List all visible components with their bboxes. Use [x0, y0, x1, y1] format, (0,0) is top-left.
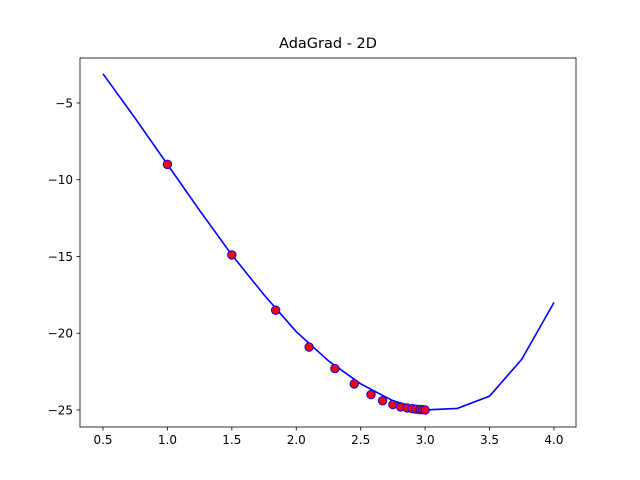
point [330, 363, 340, 374]
x-tick-label: 2.0 [287, 433, 306, 447]
chart-title: AdaGrad - 2D [279, 36, 377, 52]
point [304, 342, 314, 352]
x-tick-label: 2.5 [351, 433, 370, 447]
y-tick-label: −25 [48, 403, 73, 417]
y-tick-label: −5 [55, 96, 73, 110]
point [349, 379, 359, 389]
point [377, 396, 388, 406]
point [388, 399, 398, 410]
x-tick-label: 3.0 [416, 433, 435, 447]
point [227, 250, 237, 260]
point [366, 389, 376, 400]
curve [102, 73, 555, 411]
x-tick-label: 4.0 [544, 433, 563, 447]
plot-frame [79, 57, 577, 428]
y-tick-label: −20 [48, 327, 73, 341]
point [270, 305, 281, 315]
x-tick-label: 3.5 [480, 433, 499, 447]
y-tick-label: −10 [48, 173, 73, 187]
point [162, 159, 173, 170]
y-tick-label: −15 [48, 250, 73, 264]
x-tick-label: 1.5 [222, 433, 241, 447]
point [420, 405, 430, 415]
x-tick-label: 0.5 [93, 433, 112, 447]
x-tick-label: 1.0 [158, 433, 177, 447]
